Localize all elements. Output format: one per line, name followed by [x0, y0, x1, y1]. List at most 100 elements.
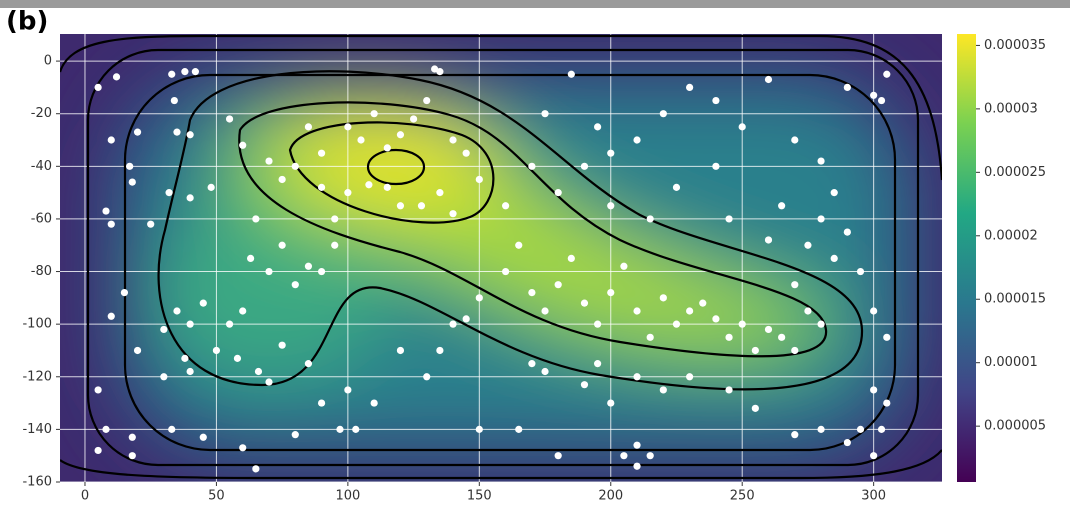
point	[304, 123, 313, 131]
point	[291, 431, 299, 439]
point	[672, 183, 681, 191]
y-tick-label: -160	[22, 475, 52, 490]
y-tick-label: -60	[31, 211, 52, 226]
point	[554, 189, 562, 197]
point	[112, 73, 121, 81]
y-tick-label: -140	[22, 422, 52, 437]
point	[817, 157, 825, 165]
heatmap	[60, 34, 942, 482]
colorbar-tick-label: 0.00001	[984, 355, 1038, 370]
point	[751, 346, 759, 355]
point	[725, 333, 733, 341]
point	[870, 91, 878, 99]
point	[186, 194, 194, 202]
point	[725, 215, 733, 223]
point	[633, 307, 641, 315]
point	[883, 399, 891, 407]
image-strip	[0, 0, 1070, 8]
point	[791, 281, 799, 289]
point	[870, 307, 878, 315]
point	[580, 299, 589, 307]
point	[102, 425, 110, 433]
colorbar-tick-label: 0.00003	[984, 101, 1038, 116]
point	[191, 68, 199, 76]
point	[594, 360, 602, 368]
point	[423, 373, 431, 381]
point	[791, 136, 799, 144]
point	[843, 83, 851, 92]
point	[856, 425, 865, 433]
point	[659, 110, 667, 118]
point	[147, 220, 155, 228]
point	[239, 444, 247, 452]
point	[830, 254, 838, 262]
y-tick-label: -100	[22, 317, 52, 332]
point	[712, 315, 720, 323]
point	[580, 381, 589, 389]
point	[449, 136, 457, 144]
point	[126, 162, 134, 170]
point	[877, 425, 886, 433]
point	[278, 341, 286, 349]
point	[817, 425, 825, 433]
point	[620, 452, 628, 460]
x-tick-label: 50	[208, 489, 225, 504]
point	[502, 202, 510, 210]
point	[331, 215, 339, 223]
point	[304, 262, 313, 270]
point	[239, 141, 247, 149]
point	[843, 438, 851, 447]
point	[181, 68, 189, 76]
point	[764, 75, 773, 84]
point	[186, 320, 194, 328]
point	[475, 294, 483, 302]
point	[133, 128, 142, 136]
point	[160, 373, 168, 381]
point	[791, 346, 799, 355]
point	[475, 175, 483, 184]
point	[607, 202, 615, 210]
point	[365, 181, 373, 189]
point	[252, 215, 260, 223]
point	[449, 320, 457, 328]
point	[475, 425, 483, 433]
point	[133, 346, 142, 355]
x-tick-label: 150	[467, 489, 492, 504]
point	[436, 189, 444, 197]
point	[528, 288, 536, 297]
point	[357, 136, 365, 144]
point	[870, 386, 878, 394]
point	[686, 373, 694, 381]
point	[396, 131, 405, 139]
point	[160, 325, 168, 334]
point	[646, 333, 654, 341]
point	[409, 115, 418, 123]
point	[449, 210, 457, 218]
point	[233, 354, 242, 362]
point	[764, 325, 773, 334]
point	[686, 83, 694, 92]
point	[778, 202, 786, 210]
point	[646, 452, 654, 460]
x-tick-label: 300	[861, 489, 886, 504]
point	[699, 299, 707, 307]
point	[207, 183, 215, 191]
point	[331, 241, 339, 249]
point	[462, 315, 470, 323]
point	[199, 299, 207, 307]
point	[317, 183, 326, 191]
point	[168, 425, 176, 433]
point	[265, 157, 273, 165]
point	[417, 202, 426, 210]
x-tick-label: 250	[730, 489, 755, 504]
point	[764, 236, 773, 244]
point	[317, 267, 326, 276]
point	[436, 346, 444, 355]
point	[304, 360, 313, 368]
point	[107, 136, 115, 144]
point	[541, 307, 549, 315]
y-tick-label: -40	[31, 159, 52, 174]
point	[738, 320, 746, 328]
point	[370, 110, 378, 118]
